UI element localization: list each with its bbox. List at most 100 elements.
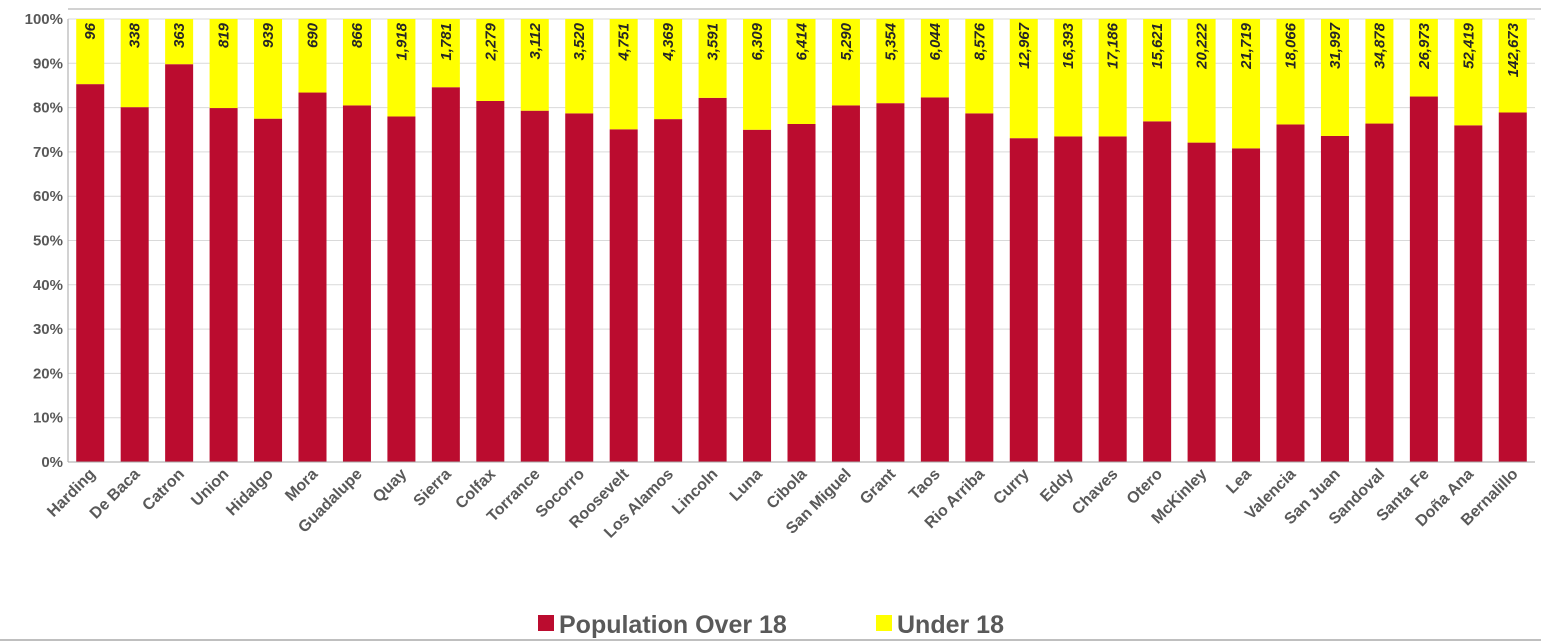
- bar-over18: [920, 97, 949, 462]
- bar-over18: [1232, 148, 1261, 462]
- bar-under18: [698, 19, 727, 98]
- data-label-under18: 2,279: [482, 22, 499, 61]
- bar-over18: [209, 108, 238, 462]
- bar-under18: [1320, 19, 1349, 136]
- data-label-under18: 4,369: [660, 22, 677, 61]
- legend-swatch-over18: [538, 615, 554, 631]
- bar-over18: [342, 105, 371, 462]
- data-label-under18: 26,973: [1416, 22, 1433, 70]
- data-label-under18: 1,781: [438, 23, 455, 61]
- bar-under18: [342, 19, 371, 106]
- data-label-under18: 21,719: [1238, 22, 1255, 70]
- legend-swatch-under18: [876, 615, 892, 631]
- y-tick-label: 20%: [33, 365, 63, 382]
- bar-under18: [565, 19, 594, 114]
- bar-under18: [1365, 19, 1394, 124]
- y-axis: 0% 10% 20% 30% 40% 50% 60% 70% 80% 90% 100%: [25, 11, 69, 471]
- data-label-under18: 819: [216, 22, 233, 48]
- data-label-under18: 12,967: [1016, 22, 1033, 69]
- data-labels: 96 338 363 819 939 690 866 1,918 1,781 2,279 3,112…: [82, 22, 1522, 77]
- x-tick-label: Quay: [370, 466, 410, 506]
- data-label-under18: 3,591: [705, 23, 722, 61]
- bar-under18: [254, 19, 283, 119]
- bar-under18: [1054, 19, 1083, 137]
- data-label-under18: 20,222: [1194, 22, 1211, 70]
- data-label-under18: 939: [260, 22, 277, 48]
- bar-over18: [1098, 136, 1127, 462]
- bar-over18: [876, 103, 905, 463]
- x-tick-label: Chaves: [1069, 466, 1121, 518]
- bar-over18: [1187, 142, 1216, 463]
- bars: [76, 19, 1527, 463]
- data-label-under18: 8,576: [971, 22, 988, 60]
- bar-under18: [1276, 19, 1305, 125]
- bar-over18: [1143, 121, 1172, 462]
- bar-under18: [1143, 19, 1172, 122]
- data-label-under18: 34,878: [1371, 22, 1388, 69]
- data-label-under18: 4,751: [616, 23, 633, 62]
- bar-under18: [387, 19, 416, 117]
- bar-under18: [1454, 19, 1483, 126]
- x-tick-label: Lincoln: [669, 466, 721, 518]
- y-tick-label: 80%: [33, 100, 63, 117]
- bar-over18: [698, 97, 727, 462]
- bar-over18: [831, 105, 860, 462]
- bar-under18: [165, 19, 194, 65]
- bar-under18: [876, 19, 905, 104]
- x-tick-label: Hidalgo: [223, 466, 277, 520]
- data-label-under18: 5,290: [838, 22, 855, 60]
- bar-under18: [920, 19, 949, 98]
- y-tick-label: 0%: [41, 454, 63, 471]
- bar-over18: [1454, 125, 1483, 462]
- bar-over18: [387, 116, 416, 463]
- data-label-under18: 17,186: [1105, 22, 1122, 69]
- bar-under18: [76, 19, 105, 85]
- bar-under18: [520, 19, 549, 111]
- bar-over18: [965, 113, 994, 462]
- data-label-under18: 15,621: [1149, 23, 1166, 69]
- legend-label-under18: Under 18: [897, 611, 1004, 639]
- data-label-under18: 363: [171, 22, 188, 48]
- y-tick-label: 40%: [33, 277, 63, 294]
- data-label-under18: 96: [82, 22, 99, 39]
- data-label-under18: 3,520: [571, 22, 588, 60]
- data-label-under18: 866: [349, 22, 366, 48]
- data-label-under18: 1,918: [393, 22, 410, 60]
- data-label-under18: 3,112: [527, 22, 544, 59]
- bar-over18: [1009, 138, 1038, 463]
- legend: Population Over 18 Under 18: [538, 611, 1004, 639]
- bar-under18: [1232, 19, 1261, 149]
- bar-over18: [120, 107, 149, 463]
- y-tick-label: 70%: [33, 144, 63, 161]
- x-tick-label: Taos: [906, 466, 944, 504]
- bar-over18: [476, 100, 505, 462]
- bar-over18: [654, 119, 683, 463]
- data-label-under18: 16,393: [1060, 22, 1077, 69]
- bar-over18: [1320, 135, 1349, 462]
- bar-under18: [743, 19, 772, 130]
- bar-over18: [298, 92, 327, 463]
- bar-under18: [1498, 19, 1527, 113]
- data-label-under18: 6,414: [794, 22, 811, 60]
- bar-over18: [1054, 136, 1083, 462]
- bar-over18: [609, 129, 638, 462]
- y-tick-label: 50%: [33, 233, 63, 250]
- bar-over18: [165, 64, 194, 462]
- bar-under18: [120, 19, 149, 108]
- x-tick-label: Lea: [1223, 466, 1255, 498]
- legend-label-over18: Population Over 18: [559, 611, 787, 639]
- bar-under18: [298, 19, 327, 93]
- data-label-under18: 6,044: [927, 22, 944, 60]
- x-tick-label: Mora: [282, 466, 321, 505]
- x-tick-label: Grant: [857, 465, 900, 508]
- data-label-under18: 5,354: [882, 22, 899, 60]
- bar-under18: [1098, 19, 1127, 137]
- x-tick-label: Catron: [139, 466, 187, 514]
- data-label-under18: 142,673: [1505, 22, 1522, 77]
- data-label-under18: 31,997: [1327, 22, 1344, 69]
- bar-over18: [520, 110, 549, 463]
- bar-under18: [609, 19, 638, 130]
- bar-over18: [1409, 96, 1438, 463]
- bar-under18: [965, 19, 994, 114]
